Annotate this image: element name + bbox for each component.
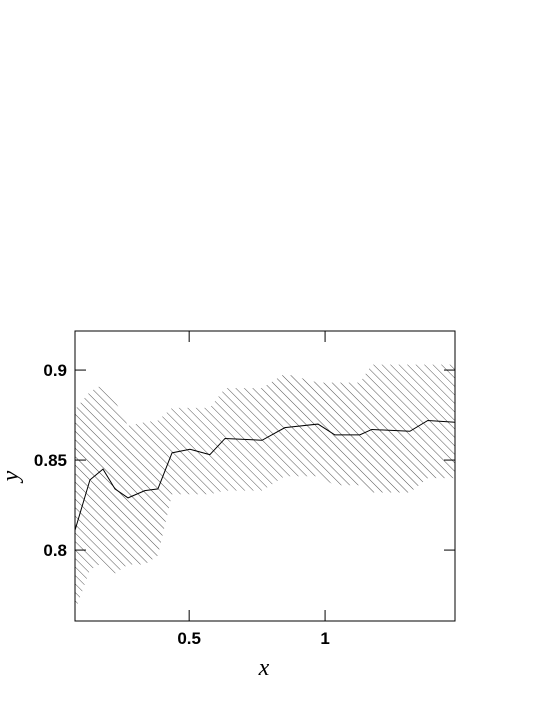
- y-tick-label: 0.9: [43, 361, 67, 380]
- x-tick-label: 0.5: [177, 629, 201, 648]
- plot-frame: [74, 330, 456, 622]
- band: [75, 364, 455, 612]
- x-axis-label: x: [258, 655, 270, 681]
- y-tick-label: 0.85: [34, 451, 67, 470]
- x-tick-label: 1: [320, 629, 329, 648]
- y-axis-label: y: [0, 470, 24, 483]
- y-tick-label: 0.8: [43, 541, 67, 560]
- line: [74, 419, 456, 531]
